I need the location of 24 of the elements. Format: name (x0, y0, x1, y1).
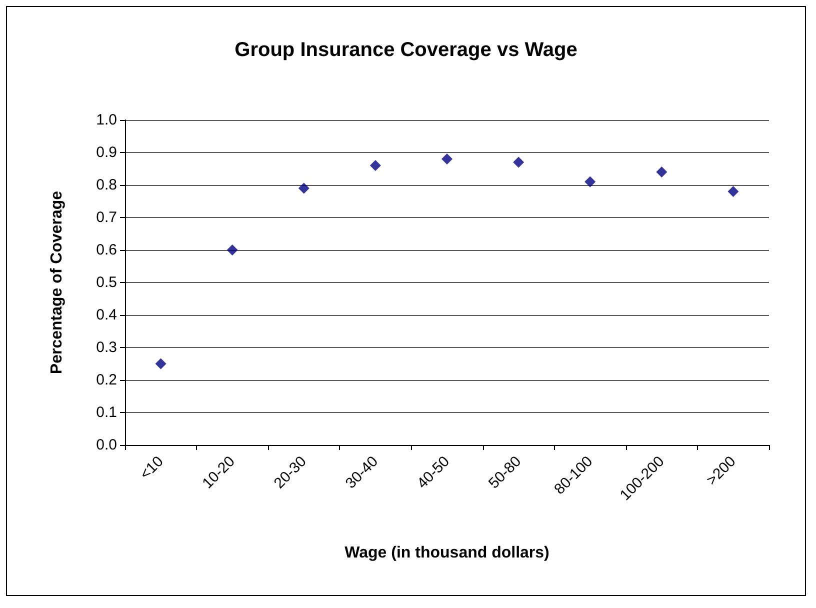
y-tick-label: 0.3 (96, 339, 117, 356)
point (584, 176, 596, 188)
y-tick-label: 0.0 (96, 436, 117, 454)
x-axis-title: Wage (in thousand dollars) (344, 544, 550, 562)
y-tick-label: 0.9 (96, 144, 117, 161)
point (298, 182, 310, 194)
y-tick-label: 0.7 (96, 209, 117, 226)
chart-title: Group Insurance Coverage vs Wage (234, 39, 578, 61)
point (226, 244, 238, 256)
y-tick-label: 0.1 (96, 404, 117, 421)
point (728, 186, 739, 197)
point (656, 166, 668, 178)
point (370, 160, 381, 171)
y-tick-label: 0.5 (96, 274, 117, 291)
y-tick-label: 1.0 (96, 112, 117, 128)
x-tick-label: <10 (136, 452, 167, 483)
y-tick-label: 0.4 (96, 306, 117, 324)
y-tick-label: 0.8 (96, 176, 117, 194)
point (513, 156, 524, 168)
y-axis-title: Percentage of Coverage (48, 190, 66, 374)
y-tick-label: 0.2 (96, 372, 117, 388)
y-tick-label: 0.6 (96, 242, 117, 258)
point (442, 154, 452, 164)
point (155, 358, 166, 370)
